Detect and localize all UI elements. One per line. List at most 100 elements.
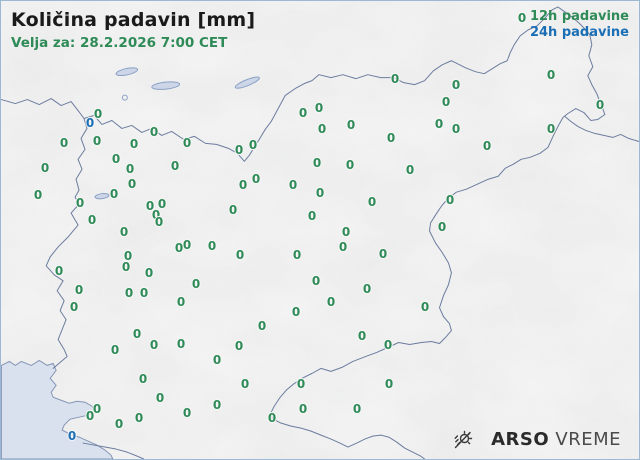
station-value-12h: 0 (121, 260, 131, 274)
station-value-12h: 0 (338, 240, 348, 254)
station-value-12h: 0 (445, 193, 455, 207)
station-value-12h: 0 (93, 107, 103, 121)
station-value-12h: 0 (441, 95, 451, 109)
station-value-24h: 0 (67, 429, 77, 443)
station-value-12h: 0 (154, 215, 164, 229)
station-value-12h: 0 (595, 98, 605, 112)
station-value-12h: 0 (144, 266, 154, 280)
station-value-12h: 0 (546, 68, 556, 82)
lake (151, 81, 181, 90)
sun-with-rain-icon (454, 430, 473, 449)
station-value-12h: 0 (390, 72, 400, 86)
border-italy-austria (1, 98, 85, 119)
station-value-12h: 0 (292, 248, 302, 262)
station-value-12h: 0 (182, 136, 192, 150)
station-value-12h: 0 (352, 402, 362, 416)
station-value-12h: 0 (75, 196, 85, 210)
station-value-12h: 0 (85, 409, 95, 423)
station-value-12h: 0 (228, 203, 238, 217)
station-value-12h: 0 (546, 122, 556, 136)
station-value-12h: 0 (132, 327, 142, 341)
lake (234, 76, 260, 89)
station-value-12h: 0 (212, 398, 222, 412)
station-value-12h: 0 (384, 377, 394, 391)
lake (94, 193, 110, 200)
station-value-12h: 0 (451, 122, 461, 136)
station-value-12h: 0 (291, 305, 301, 319)
station-value-12h: 0 (298, 106, 308, 120)
station-value-12h: 0 (176, 337, 186, 351)
station-value-12h: 0 (317, 122, 327, 136)
legend-item-12h: 12h padavine (529, 9, 629, 24)
station-value-12h: 0 (437, 220, 447, 234)
border-mura-branch (564, 115, 639, 142)
station-value-12h: 0 (296, 377, 306, 391)
station-value-12h: 0 (134, 411, 144, 425)
station-value-12h: 0 (125, 162, 135, 176)
station-value-12h: 0 (234, 143, 244, 157)
station-value-12h: 0 (312, 156, 322, 170)
station-value-12h: 0 (235, 248, 245, 262)
lake (115, 67, 139, 77)
station-value-12h: 0 (176, 295, 186, 309)
station-value-12h: 0 (129, 137, 139, 151)
station-value-12h: 0 (207, 239, 217, 253)
station-value-12h: 0 (451, 78, 461, 92)
station-value-12h: 0 (110, 343, 120, 357)
adriatic-sea (1, 359, 114, 459)
station-value-12h: 0 (92, 402, 102, 416)
station-value-12h: 0 (145, 199, 155, 213)
station-value-12h: 0 (257, 319, 267, 333)
station-value-12h: 0 (111, 152, 121, 166)
station-value-12h: 0 (127, 177, 137, 191)
station-value-12h: 0 (54, 264, 64, 278)
brand-wordmark: ARSO VREME (491, 429, 621, 450)
station-value-12h: 0 (74, 283, 84, 297)
border-italy-slovenia (45, 117, 88, 369)
station-value-12h: 0 (109, 187, 119, 201)
station-value-12h: 0 (386, 131, 396, 145)
border-hungary-croatia-east (269, 108, 606, 459)
station-value-12h: 0 (482, 139, 492, 153)
station-value-12h: 0 (314, 101, 324, 115)
station-value-12h: 0 (87, 213, 97, 227)
brand-vreme: VREME (555, 428, 621, 450)
brand-arso: ARSO (491, 428, 550, 450)
map-header: Količina padavin [mm] Velja za: 28.2.202… (11, 9, 255, 51)
station-value-12h: 0 (92, 134, 102, 148)
station-value-12h: 0 (138, 372, 148, 386)
station-value-12h: 0 (155, 391, 165, 405)
station-value-12h: 0 (240, 377, 250, 391)
station-value-12h: 0 (326, 295, 336, 309)
station-value-12h: 0 (434, 117, 444, 131)
page-title: Količina padavin [mm] (11, 9, 256, 31)
station-value-12h: 0 (151, 208, 161, 222)
branding: ARSO VREME (451, 427, 621, 451)
station-value-12h: 0 (238, 178, 248, 192)
station-value-12h: 0 (420, 300, 430, 314)
station-value-12h: 0 (517, 11, 527, 25)
station-value-12h: 0 (174, 241, 184, 255)
station-value-12h: 0 (251, 172, 261, 186)
station-value-12h: 0 (341, 225, 351, 239)
station-value-12h: 0 (114, 417, 124, 431)
station-value-12h: 0 (378, 247, 388, 261)
station-value-12h: 0 (157, 197, 167, 211)
station-value-12h: 0 (170, 159, 180, 173)
station-value-12h: 0 (311, 274, 321, 288)
border-istria (82, 442, 145, 459)
station-value-12h: 0 (33, 188, 43, 202)
station-value-12h: 0 (234, 339, 244, 353)
station-value-12h: 0 (298, 402, 308, 416)
station-value-12h: 0 (124, 286, 134, 300)
station-value-12h: 0 (149, 125, 159, 139)
border-austria-slovenia (83, 6, 606, 162)
station-value-12h: 0 (267, 411, 277, 425)
lake (121, 94, 128, 101)
station-value-12h: 0 (345, 158, 355, 172)
station-value-12h: 0 (59, 136, 69, 150)
station-value-12h: 0 (367, 195, 377, 209)
